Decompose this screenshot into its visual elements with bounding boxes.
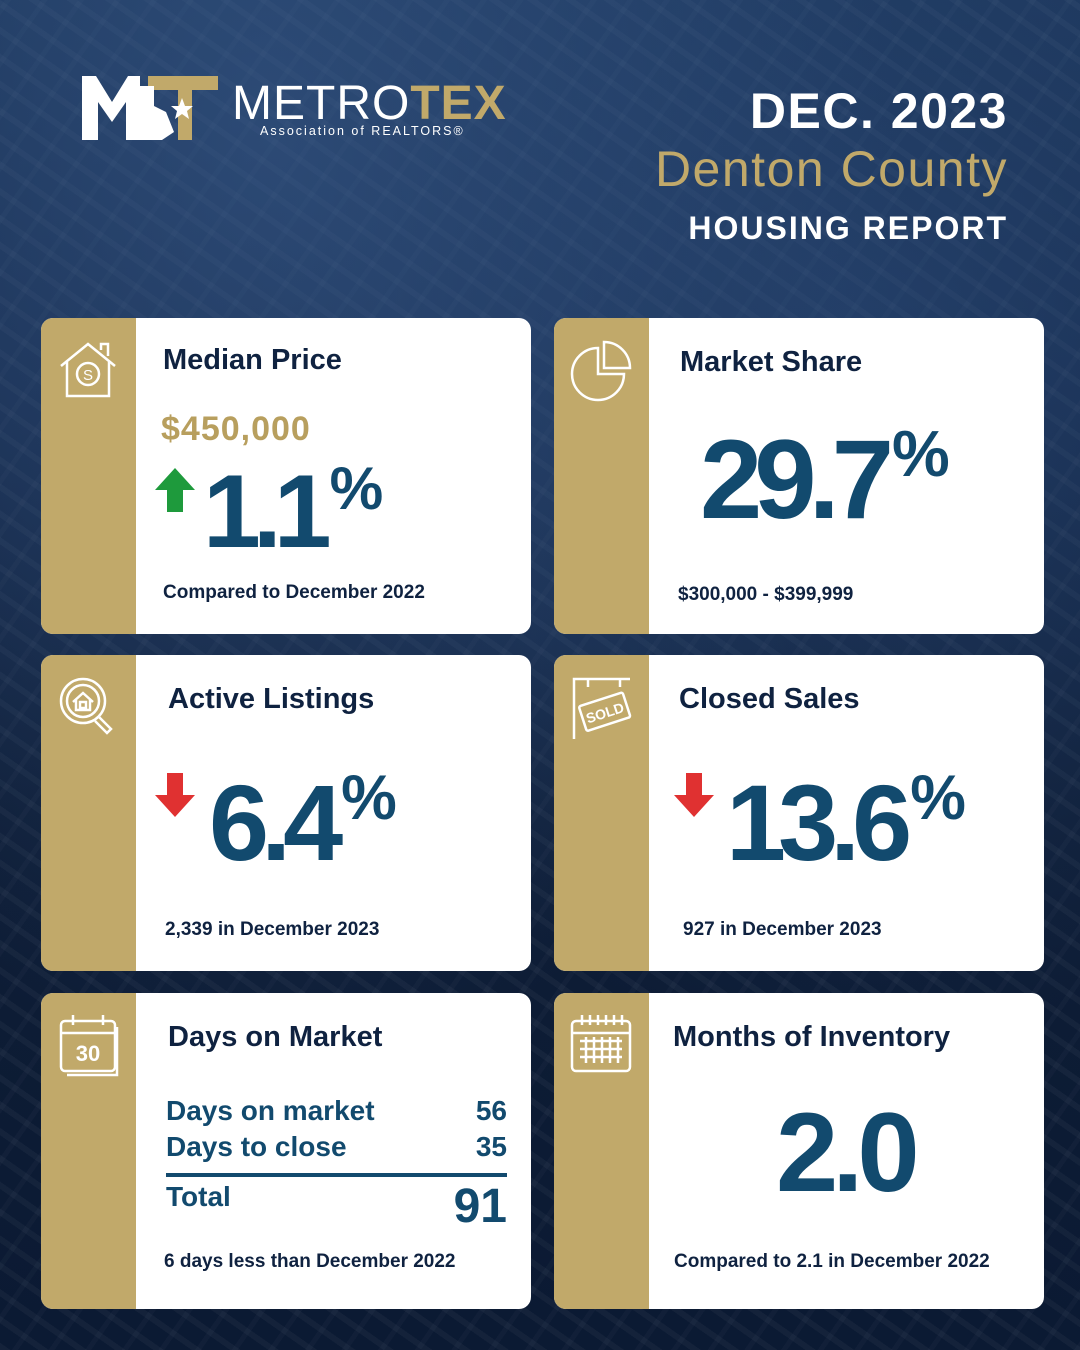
card-sidebar xyxy=(41,993,136,1309)
median-price-card: S Median Price $450,000 1.1% Compared to… xyxy=(41,318,531,634)
mt-logo-mark-icon xyxy=(82,76,218,140)
card-sidebar xyxy=(41,318,136,634)
svg-text:S: S xyxy=(83,367,93,384)
pie-chart-icon xyxy=(570,340,632,402)
market-share-card: Market Share 29.7% $300,000 - $399,999 xyxy=(554,318,1044,634)
up-arrow-icon xyxy=(155,468,195,512)
calendar-day-text: 30 xyxy=(76,1041,100,1066)
card-note: Compared to 2.1 in December 2022 xyxy=(674,1251,990,1272)
report-county: Denton County xyxy=(654,141,1008,197)
dom-row-close: Days to close 35 xyxy=(166,1131,507,1163)
card-sidebar xyxy=(554,655,649,971)
card-title: Months of Inventory xyxy=(673,1021,951,1053)
house-search-icon xyxy=(59,677,113,735)
report-type: HOUSING REPORT xyxy=(688,210,1008,246)
sold-sign-icon: SOLD xyxy=(572,677,632,739)
report-date: DEC. 2023 xyxy=(749,83,1008,139)
closed-sales-card: SOLD Closed Sales 13.6% 927 in December … xyxy=(554,655,1044,971)
card-title: Days on Market xyxy=(168,1021,383,1053)
card-note: 6 days less than December 2022 xyxy=(164,1251,456,1272)
dom-row-market: Days on market 56 xyxy=(166,1095,507,1127)
dom-value: 56 xyxy=(475,1095,507,1126)
card-title: Closed Sales xyxy=(679,683,860,715)
report-heading: DEC. 2023 Denton County HOUSING REPORT xyxy=(655,84,1008,256)
calendar-grid-icon xyxy=(570,1015,632,1073)
calendar-30-icon: 30 xyxy=(59,1015,119,1077)
card-note: 927 in December 2023 xyxy=(683,919,882,940)
months-inventory-value: 2.0 xyxy=(776,1090,920,1215)
median-price-value: $450,000 xyxy=(161,410,311,448)
brand-subtitle: Association of REALTORS® xyxy=(260,124,465,138)
card-sidebar xyxy=(554,318,649,634)
dom-label: Days on market xyxy=(166,1095,375,1126)
dom-total-row: Total 91 xyxy=(166,1181,507,1233)
card-note: Compared to December 2022 xyxy=(163,582,425,603)
dom-label: Days to close xyxy=(166,1131,347,1162)
brand-name: METROTEX xyxy=(232,77,507,130)
card-title: Median Price xyxy=(163,344,342,376)
down-arrow-icon xyxy=(674,773,714,817)
market-share-value: 29.7% xyxy=(700,417,950,542)
card-note: 2,339 in December 2023 xyxy=(165,919,380,940)
dom-value: 35 xyxy=(475,1131,507,1162)
card-sidebar xyxy=(41,655,136,971)
dom-total-value: 91 xyxy=(453,1180,507,1233)
house-dollar-icon: S xyxy=(60,342,116,398)
card-title: Market Share xyxy=(680,346,863,378)
days-on-market-card: 30 Days on Market Days on market 56 Days… xyxy=(41,993,531,1309)
metrotex-logo: METROTEX Association of REALTORS® xyxy=(82,76,512,142)
active-listings-card: Active Listings 6.4% 2,339 in December 2… xyxy=(41,655,531,971)
median-change-value: 1.1% xyxy=(203,454,383,570)
closed-sales-change: 13.6% xyxy=(726,762,966,883)
dom-divider xyxy=(166,1173,507,1177)
active-listings-change: 6.4% xyxy=(209,762,397,883)
card-title: Active Listings xyxy=(168,683,375,715)
down-arrow-icon xyxy=(155,773,195,817)
dom-total-label: Total xyxy=(166,1181,231,1212)
months-inventory-card: Months of Inventory 2.0 Compared to 2.1 … xyxy=(554,993,1044,1309)
card-note: $300,000 - $399,999 xyxy=(678,584,854,605)
